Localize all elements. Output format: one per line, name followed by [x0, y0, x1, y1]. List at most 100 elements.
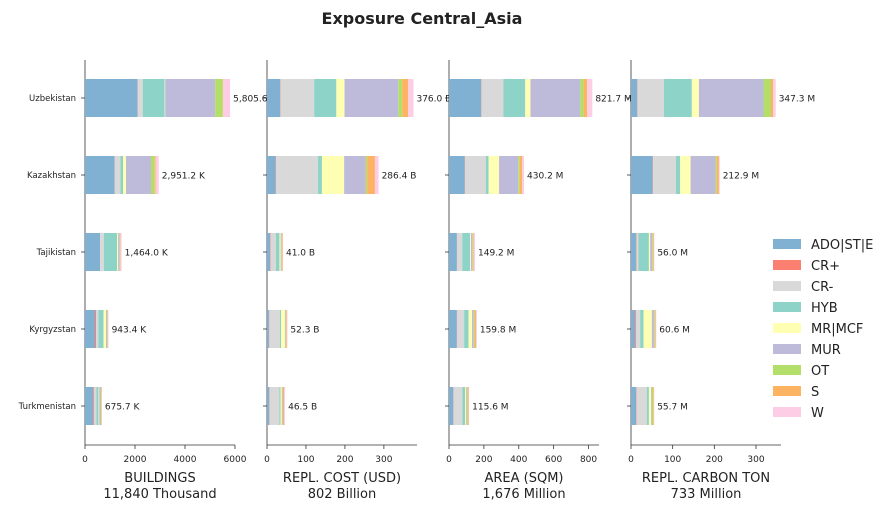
bar-segment-cr-	[96, 310, 99, 348]
bar-segment-s	[468, 387, 469, 425]
bar-segment-mr-mcf	[680, 156, 690, 194]
bar-segment-w	[522, 156, 524, 194]
bar-segment-ado-st-e	[449, 79, 481, 117]
bar-segment-s	[653, 387, 654, 425]
bar-segment-ot	[467, 387, 468, 425]
legend-label: S	[811, 385, 819, 400]
bar-segment-hyb	[99, 310, 104, 348]
bar-segment-ot	[654, 310, 655, 348]
data-label-total: 675.7 K	[105, 403, 141, 413]
bar-segment-cr-	[636, 233, 638, 271]
legend-swatch	[773, 407, 801, 417]
bar-segment-hyb	[647, 387, 649, 425]
legend-item: CR-	[773, 280, 834, 295]
legend-swatch	[773, 323, 801, 333]
x-tick-label: 0	[264, 455, 270, 465]
legend-swatch	[773, 386, 801, 396]
bar-segment-hyb	[276, 233, 280, 271]
legend-label: ADO|ST|E	[811, 238, 873, 253]
data-label-total: 115.6 M	[472, 403, 508, 413]
bar-segment-hyb	[280, 310, 281, 348]
bar-segment-mur	[285, 310, 286, 348]
x-tick-label: 300	[747, 455, 764, 465]
bar-segment-mr-mcf	[123, 156, 126, 194]
bar-segment-mr-mcf	[322, 156, 344, 194]
bar-segment-mur	[99, 387, 100, 425]
data-label-total: 159.8 M	[480, 326, 516, 336]
legend-swatch	[773, 260, 801, 270]
bar-segment-ot	[366, 156, 368, 194]
data-label-total: 376.0 B	[416, 95, 451, 105]
bar-segment-ot	[398, 79, 402, 117]
bar-segment-mr-mcf	[165, 79, 166, 117]
bar-segment-mr-mcf	[117, 233, 118, 271]
bar-segment-mr-mcf	[649, 233, 650, 271]
y-tick-label: Turkmenistan	[18, 402, 76, 412]
bar-segment-cr-	[457, 233, 462, 271]
bar-segment-ado-st-e	[85, 233, 100, 271]
data-label-total: 347.3 M	[779, 95, 815, 105]
bar-segment-w	[469, 387, 470, 425]
bar-segment-mr-mcf	[644, 310, 652, 348]
bar-segment-mur	[471, 233, 472, 271]
bar-segment-hyb	[464, 310, 468, 348]
bar-segment-s	[473, 233, 474, 271]
data-label-total: 821.7 M	[595, 95, 631, 105]
bar-segment-ot	[652, 387, 653, 425]
bar-segment-mr-mcf	[489, 156, 499, 194]
bar-segment-mur	[691, 156, 716, 194]
x-tick-label: 6000	[224, 455, 247, 465]
x-tick-label: 800	[580, 455, 597, 465]
bar-segment-hyb	[97, 387, 99, 425]
x-tick-label: 0	[82, 455, 88, 465]
data-label-total: 56.0 M	[657, 249, 688, 259]
data-label-total: 149.2 M	[478, 249, 514, 259]
bar-segment-s	[282, 233, 283, 271]
bar-segment-w	[474, 233, 475, 271]
bar-segment-ot	[215, 79, 223, 117]
bar-segment-hyb	[486, 156, 489, 194]
bar-segment-ado-st-e	[449, 233, 457, 271]
x-tick-label: 300	[375, 455, 392, 465]
bar-segment-mr-mcf	[99, 387, 100, 425]
bar-segment-mur	[345, 79, 399, 117]
bar-segment-hyb	[318, 156, 322, 194]
bar-segment-cr-	[115, 156, 121, 194]
bar-segment-s	[108, 310, 109, 348]
bar-segment-s	[653, 233, 654, 271]
bar-segment-ado-st-e	[449, 387, 453, 425]
bar-segment-w	[120, 233, 121, 271]
legend-item: MR|MCF	[773, 322, 863, 337]
bar-segment-hyb	[640, 310, 643, 348]
x-axis-label: REPL. COST (USD)	[283, 471, 401, 486]
bar-segment-ot	[580, 79, 583, 117]
data-label-total: 41.0 B	[286, 249, 315, 259]
bar-segment-cr-	[638, 79, 664, 117]
x-tick-label: 200	[336, 455, 353, 465]
legend-label: CR+	[811, 259, 840, 274]
bar-segment-w	[156, 156, 159, 194]
data-label-total: 212.9 M	[723, 172, 759, 182]
bar-segment-cr-	[653, 156, 676, 194]
bar-segment-w	[476, 310, 477, 348]
x-tick-label: 100	[664, 455, 681, 465]
bar-segment-hyb	[676, 156, 680, 194]
data-label-total: 943.4 K	[112, 326, 148, 336]
bar-segment-ado-st-e	[85, 387, 93, 425]
bar-segment-s	[717, 156, 719, 194]
bar-segment-s	[120, 233, 121, 271]
bar-segment-cr-	[636, 310, 640, 348]
bar-segment-ot	[764, 79, 772, 117]
bar-segment-w	[587, 79, 592, 117]
bar-segment-s	[283, 387, 284, 425]
bar-segment-mur	[466, 387, 467, 425]
bar-segment-ot	[716, 156, 717, 194]
bar-segment-ado-st-e	[631, 156, 653, 194]
legend-swatch	[773, 302, 801, 312]
bar-segment-mur	[165, 79, 215, 117]
x-tick-label: 4000	[174, 455, 197, 465]
bar-segment-hyb	[143, 79, 165, 117]
x-tick-label: 2000	[124, 455, 147, 465]
